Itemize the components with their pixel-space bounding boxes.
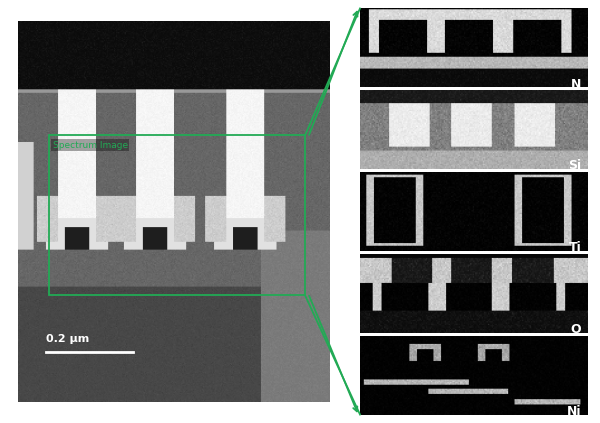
Text: Si: Si bbox=[568, 159, 581, 173]
Text: Spectrum Image: Spectrum Image bbox=[53, 141, 128, 150]
Text: Ni: Ni bbox=[566, 405, 581, 418]
Text: N: N bbox=[571, 77, 581, 91]
Bar bbox=[49, 135, 305, 295]
Text: O: O bbox=[571, 323, 581, 336]
Text: 0.2 μm: 0.2 μm bbox=[46, 334, 89, 344]
Text: Ti: Ti bbox=[568, 242, 581, 254]
